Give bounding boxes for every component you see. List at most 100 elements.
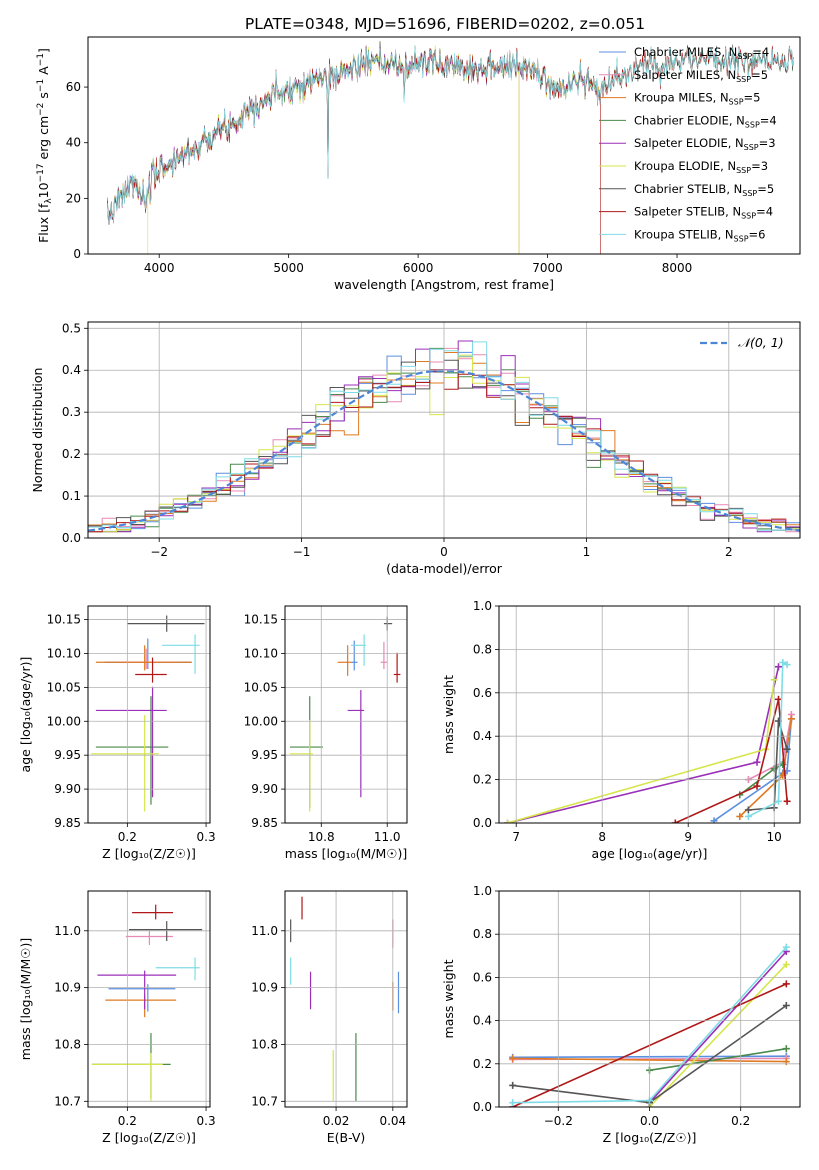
- y-label-part: ]: [36, 48, 51, 53]
- y-label-part: −2: [36, 103, 46, 116]
- legend-label: Kroupa STELIB, NSSP=6: [634, 227, 765, 243]
- x-tick-label: 0.02: [323, 1114, 350, 1128]
- legend-sub: SSP: [744, 143, 759, 152]
- axes-frame: [498, 605, 801, 824]
- legend-label: Chabrier MILES, NSSP=4: [634, 45, 769, 61]
- x-tick-label: 10: [767, 830, 782, 844]
- spectrum-line: [107, 43, 600, 223]
- y-tick-label: 0.2: [473, 1057, 492, 1071]
- x-tick-label: 10.8: [308, 830, 335, 844]
- weight-line: [507, 679, 775, 823]
- legend-text: Kroupa MILES, N: [634, 91, 729, 105]
- x-tick-label: 1: [583, 545, 591, 559]
- y-tick-label: 0.8: [473, 927, 492, 941]
- y-tick-label: 0.3: [62, 405, 81, 419]
- legend-sub: SSP: [737, 52, 752, 61]
- legend-label: Salpeter STELIB, NSSP=4: [634, 205, 773, 221]
- x-axis-label: Z [log₁₀(Z/Z☉)]: [603, 1130, 697, 1145]
- y-tick-label: 20: [66, 191, 81, 205]
- x-axis-label: wavelength [Angstrom, rest frame]: [334, 277, 554, 292]
- legend-label: Chabrier ELODIE, NSSP=4: [634, 113, 777, 129]
- legend-text: Salpeter MILES, N: [634, 68, 736, 82]
- spectrum-line: [107, 44, 794, 223]
- y-tick-label: 10.7: [251, 1094, 278, 1108]
- x-tick-label: 0.3: [197, 1114, 216, 1128]
- legend-value: =4: [752, 45, 769, 59]
- spectrum-line: [107, 47, 600, 254]
- x-tick-label: 0.2: [731, 1114, 750, 1128]
- panel-weight-vs-Z: −0.2 0.0 0.2 0.0 0.2 0.4 0.6 0.8 1.0 Z [log₁₀(Z/Z…: [441, 884, 801, 1145]
- x-axis-label: Z [log₁₀(Z/Z☉)]: [102, 1130, 196, 1145]
- x-tick-label: 0.2: [118, 1114, 137, 1128]
- axes-frame: [87, 36, 801, 255]
- legend-value: =3: [759, 136, 776, 150]
- y-tick-label: 0.4: [473, 729, 492, 743]
- legend-sub: SSP: [736, 166, 751, 175]
- y-tick-label: 9.95: [251, 748, 278, 762]
- x-axis-label: age [log₁₀(age/yr)]: [592, 846, 708, 861]
- y-tick-label: 9.85: [251, 816, 278, 830]
- y-tick-label: 60: [66, 80, 81, 94]
- y-label-part: 10: [36, 182, 51, 198]
- weight-line: [649, 1047, 787, 1072]
- y-tick-label: 0.2: [62, 447, 81, 461]
- y-tick-label: 10.7: [54, 1094, 81, 1108]
- y-tick-label: 0.1: [62, 489, 81, 503]
- plot-area: [289, 616, 401, 812]
- y-axis-label: Normed distribution: [30, 368, 45, 493]
- spectrum-line: [107, 41, 794, 225]
- y-tick-label: 0.0: [473, 1100, 492, 1114]
- y-tick-label: 10.15: [244, 613, 278, 627]
- y-tick-label: 10.9: [54, 981, 81, 995]
- axes-frame: [498, 890, 801, 1108]
- panel-weight-vs-age: 7 8 9 10 0.0 0.2 0.4 0.6 0.8 1.0 age [log₁₀(age/yr…: [441, 599, 801, 861]
- y-tick-label: 9.85: [54, 816, 81, 830]
- legend-label: Salpeter MILES, NSSP=5: [634, 68, 768, 84]
- x-tick-label: 2: [725, 545, 733, 559]
- x-tick-label: 0.2: [118, 830, 137, 844]
- legend-text: Kroupa STELIB, N: [634, 227, 734, 241]
- y-tick-label: 1.0: [473, 884, 492, 898]
- axes-frame: [87, 321, 801, 539]
- x-tick-label: 4000: [144, 261, 175, 275]
- legend-text: Chabrier MILES, N: [634, 45, 737, 59]
- panel-residuals: −2 −1 0 1 2 0.0 0.1 0.2 0.3 0.4 0.5 (data-model)/er…: [30, 321, 801, 576]
- y-tick-label: 9.95: [54, 748, 81, 762]
- legend-value: =3: [751, 159, 768, 173]
- y-tick-label: 0.4: [473, 1014, 492, 1028]
- y-axis-label: age [log₁₀(age/yr)]: [18, 657, 33, 773]
- y-tick-label: 0.0: [473, 816, 492, 830]
- plot-area: [290, 896, 400, 1102]
- y-tick-label: 10.05: [244, 680, 278, 694]
- x-tick-label: 0.04: [379, 1114, 406, 1128]
- y-tick-label: 10.05: [47, 680, 81, 694]
- legend-text: Kroupa ELODIE, N: [634, 159, 736, 173]
- y-label-part: λ: [44, 198, 54, 204]
- y-tick-label: 10.15: [47, 613, 81, 627]
- y-tick-label: 9.90: [251, 782, 278, 796]
- legend-text: Salpeter ELODIE, N: [634, 136, 744, 150]
- panel-age-vs-mass: 10.8 11.0 9.85 9.90 9.95 10.00 10.05 10.10 10.15…: [244, 605, 408, 861]
- legend-value: =5: [744, 91, 761, 105]
- panel-mass-vs-Z: 0.2 0.3 10.7 10.8 10.9 11.0 Z [log₁₀(Z/Z☉)] mas…: [18, 890, 216, 1145]
- y-label-part: −1: [36, 53, 46, 66]
- x-tick-label: 0.3: [197, 830, 216, 844]
- legend-text: Chabrier STELIB, N: [634, 182, 742, 196]
- y-tick-label: 0.4: [62, 363, 81, 377]
- x-tick-label: 9: [684, 830, 692, 844]
- y-tick-label: 10.00: [244, 714, 278, 728]
- y-tick-label: 10.00: [47, 714, 81, 728]
- legend-sub: SSP: [745, 120, 760, 129]
- legend-sub: SSP: [741, 212, 756, 221]
- x-tick-label: 0.0: [640, 1114, 659, 1128]
- y-tick-label: 0: [73, 247, 81, 261]
- y-tick-label: 0.0: [62, 531, 81, 545]
- y-tick-label: 0.5: [62, 321, 81, 335]
- x-axis-label: Z [log₁₀(Z/Z☉)]: [102, 846, 196, 861]
- panel-age-vs-Z: 0.2 0.3 9.85 9.90 9.95 10.00 10.05 10.10 10.15 Z …: [18, 605, 216, 861]
- legend-value: =5: [751, 68, 768, 82]
- y-label-part: −1: [36, 79, 46, 92]
